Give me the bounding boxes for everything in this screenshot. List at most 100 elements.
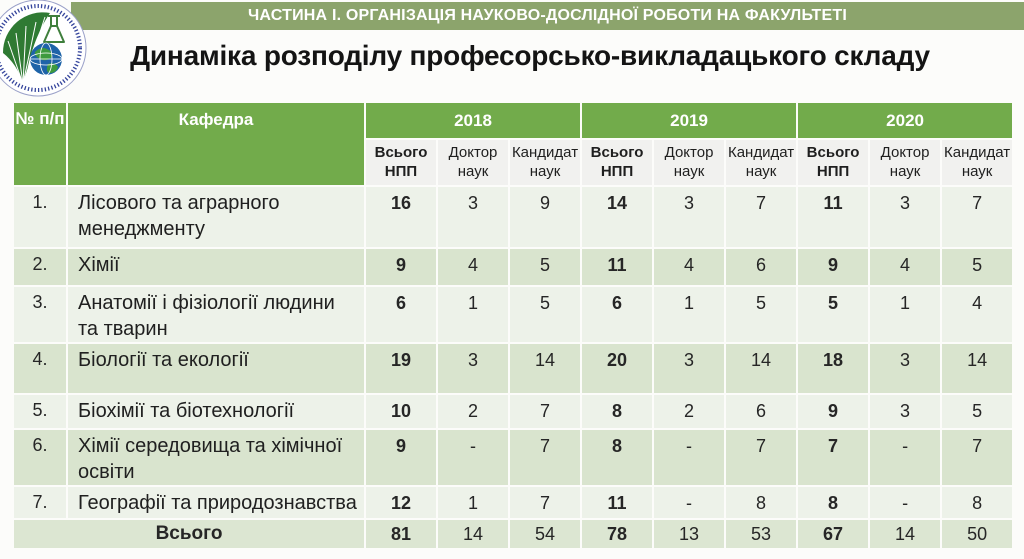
row-number: 4. (14, 344, 66, 393)
total-value-cell: 14 (438, 520, 508, 548)
total-label: Всього (14, 520, 364, 548)
total-value-cell: 81 (366, 520, 436, 548)
value-cell: 11 (798, 187, 869, 247)
value-cell: 1 (654, 287, 725, 342)
row-number: 7. (14, 487, 66, 518)
value-cell: 6 (582, 287, 653, 342)
table-footer: Всього 81 14 54 78 13 53 67 14 50 (14, 520, 1013, 548)
row-number: 1. (14, 187, 66, 247)
value-cell: 3 (438, 187, 508, 247)
total-value-cell: 54 (510, 520, 581, 548)
subheader-cell: Доктор наук (438, 140, 508, 185)
value-cell: 5 (510, 249, 581, 285)
value-cell: 14 (582, 187, 653, 247)
value-cell: 11 (582, 249, 653, 285)
total-row: Всього 81 14 54 78 13 53 67 14 50 (14, 520, 1013, 548)
value-cell: 18 (798, 344, 869, 393)
subheader-cell: Всього НПП (798, 140, 869, 185)
total-value-cell: 14 (870, 520, 941, 548)
value-cell: 14 (726, 344, 797, 393)
value-cell: 5 (798, 287, 869, 342)
slide-title: Динаміка розподілу професорсько-викладац… (130, 40, 930, 71)
value-cell: 3 (870, 187, 941, 247)
table-row: 3. Анатомії і фізіології людини та тварин… (14, 287, 1013, 342)
value-cell: 7 (510, 395, 581, 428)
subheader-cell: Кандидат наук (510, 140, 581, 185)
row-number: 6. (14, 430, 66, 485)
year-header-row: № п/п Кафедра 2018 2019 2020 (14, 103, 1013, 185)
col-header-number: № п/п (14, 103, 66, 185)
value-cell: 1 (870, 287, 941, 342)
year-header-2019: 2019 (582, 103, 797, 138)
value-cell: 1 (438, 487, 508, 518)
value-cell: 3 (870, 395, 941, 428)
subheader-cell: Всього НПП (366, 140, 436, 185)
total-value-cell: 78 (582, 520, 653, 548)
value-cell: 4 (870, 249, 941, 285)
table-row: 7. Географії та природознавства 12 1 7 11-8 8-… (14, 487, 1013, 518)
value-cell: 5 (726, 287, 797, 342)
staff-distribution-table: № п/п Кафедра 2018 2019 2020 Всього НПП Док… (12, 101, 1014, 550)
value-cell: 9 (366, 249, 436, 285)
value-cell: 9 (366, 430, 436, 485)
value-cell: 8 (582, 395, 653, 428)
table-row: 2. Хімії 9 4 5 11 4 6 9 4 5 (14, 249, 1013, 285)
value-cell: - (654, 487, 725, 518)
department-name: Хімії середовища та хімічної освіти (68, 430, 364, 485)
value-cell: 14 (510, 344, 581, 393)
value-cell: 6 (726, 395, 797, 428)
row-number: 2. (14, 249, 66, 285)
table-body: 1. Лісового та аграрного менеджменту 16 3 9 1… (14, 187, 1013, 518)
value-cell: 6 (366, 287, 436, 342)
value-cell: 7 (726, 187, 797, 247)
value-cell: - (870, 487, 941, 518)
department-name: Лісового та аграрного менеджменту (68, 187, 364, 247)
value-cell: 4 (654, 249, 725, 285)
value-cell: 2 (438, 395, 508, 428)
value-cell: 10 (366, 395, 436, 428)
value-cell: 9 (798, 395, 869, 428)
department-name: Географії та природознавства (68, 487, 364, 518)
subheader-cell: Доктор наук (870, 140, 941, 185)
section-banner: ЧАСТИНА І. ОРГАНІЗАЦІЯ НАУКОВО-ДОСЛІДНОЇ… (71, 2, 1024, 30)
value-cell: 8 (942, 487, 1013, 518)
table-row: 4. Біології та екології 19 3 14 20 3 14 18 3 14 (14, 344, 1013, 393)
department-name: Анатомії і фізіології людини та тварин (68, 287, 364, 342)
value-cell: 5 (942, 249, 1013, 285)
value-cell: 5 (942, 395, 1013, 428)
total-value-cell: 50 (942, 520, 1013, 548)
value-cell: 4 (438, 249, 508, 285)
value-cell: 11 (582, 487, 653, 518)
total-value-cell: 53 (726, 520, 797, 548)
value-cell: 14 (942, 344, 1013, 393)
value-cell: 9 (510, 187, 581, 247)
year-header-2018: 2018 (366, 103, 581, 138)
subheader-cell: Кандидат наук (942, 140, 1013, 185)
value-cell: 9 (798, 249, 869, 285)
value-cell: 4 (942, 287, 1013, 342)
value-cell: 7 (942, 430, 1013, 485)
department-name: Хімії (68, 249, 364, 285)
university-logo (0, 0, 90, 102)
value-cell: 7 (726, 430, 797, 485)
value-cell: 16 (366, 187, 436, 247)
value-cell: 8 (582, 430, 653, 485)
value-cell: 12 (366, 487, 436, 518)
value-cell: - (870, 430, 941, 485)
value-cell: - (438, 430, 508, 485)
total-value-cell: 13 (654, 520, 725, 548)
year-header-2020: 2020 (798, 103, 1013, 138)
value-cell: 19 (366, 344, 436, 393)
value-cell: 8 (798, 487, 869, 518)
value-cell: 7 (798, 430, 869, 485)
subheader-cell: Всього НПП (582, 140, 653, 185)
value-cell: 1 (438, 287, 508, 342)
value-cell: 20 (582, 344, 653, 393)
table-row: 6. Хімії середовища та хімічної освіти 9-7… (14, 430, 1013, 485)
value-cell: 3 (654, 344, 725, 393)
value-cell: 3 (438, 344, 508, 393)
table-header: № п/п Кафедра 2018 2019 2020 Всього НПП Док… (14, 103, 1013, 185)
university-emblem-icon (0, 0, 87, 97)
row-number: 5. (14, 395, 66, 428)
subheader-cell: Кандидат наук (726, 140, 797, 185)
